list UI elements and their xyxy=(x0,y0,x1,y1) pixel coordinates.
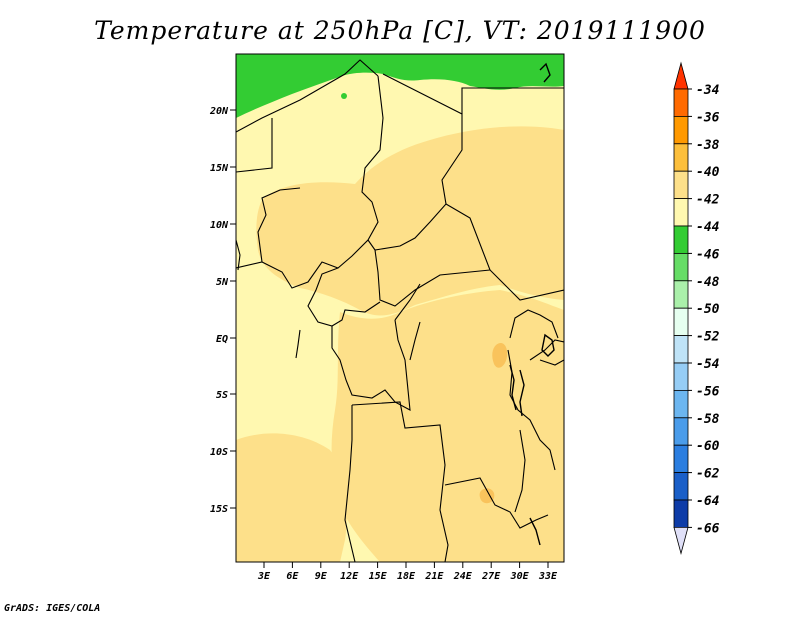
colorbar-label: -46 xyxy=(696,247,720,262)
lat-label: 5S xyxy=(216,390,228,401)
cold-patch-small xyxy=(341,93,347,99)
colorbar-segment xyxy=(673,499,689,528)
lon-label: 3E xyxy=(257,571,271,582)
colorbar-label: -64 xyxy=(696,494,720,509)
colorbar-label: -62 xyxy=(696,467,720,482)
colorbar-label: -58 xyxy=(696,412,720,427)
colorbar-label: -34 xyxy=(696,83,720,98)
colorbar-label: -66 xyxy=(696,521,720,536)
warm-patch-east-1 xyxy=(492,343,508,368)
colorbar-label: -40 xyxy=(696,165,720,180)
warm-patch-east-2 xyxy=(479,488,495,504)
colorbar-label: -44 xyxy=(696,220,720,235)
lon-label: 6E xyxy=(286,571,299,582)
lon-label: 33E xyxy=(538,571,558,582)
colorbar-segment xyxy=(673,170,689,199)
colorbar-segment xyxy=(673,198,689,227)
lat-label: 10S xyxy=(210,447,228,458)
lat-label: 10N xyxy=(210,220,229,231)
lon-label: 15E xyxy=(369,571,388,582)
colorbar-segment xyxy=(673,444,689,474)
lon-label: 9E xyxy=(315,571,328,582)
colorbar-label: -54 xyxy=(696,357,720,372)
chart-title: Temperature at 250hPa [C], VT: 201911190… xyxy=(94,16,706,45)
colorbar-label: -60 xyxy=(696,439,720,454)
colorbar-arrow-bottom xyxy=(673,527,689,555)
lon-label: 18E xyxy=(397,571,416,582)
lat-label: 15S xyxy=(210,504,228,515)
colorbar-segment xyxy=(673,362,689,391)
lat-label: 5N xyxy=(216,277,229,288)
colorbar-label: -56 xyxy=(696,384,720,399)
warm-region-north-central xyxy=(256,126,564,316)
colorbar-segment xyxy=(673,280,689,309)
colorbar-label: -52 xyxy=(696,330,720,345)
colorbar-segment xyxy=(673,225,689,254)
colorbar-label: -48 xyxy=(696,275,720,290)
colorbar-label: -36 xyxy=(696,110,720,125)
colorbar-segment xyxy=(673,88,689,117)
lat-label: 15N xyxy=(210,163,229,174)
latitude-axis: 20N 15N 10N 5N EQ 5S 10S 15S xyxy=(209,106,236,515)
map-frame xyxy=(235,53,565,563)
colorbar-segment xyxy=(673,389,689,419)
colorbar-segment xyxy=(673,143,689,172)
lon-label: 21E xyxy=(424,571,444,582)
lon-label: 30E xyxy=(510,571,530,582)
country-borders xyxy=(236,59,564,562)
warm-region-central xyxy=(331,290,564,562)
colorbar-segment xyxy=(673,307,689,337)
colorbar-segment xyxy=(673,472,689,501)
lat-label: 20N xyxy=(209,106,229,117)
colorbar-segment xyxy=(673,116,689,145)
lon-label: 27E xyxy=(481,571,501,582)
lon-label: 12E xyxy=(340,571,359,582)
colorbar-label: -42 xyxy=(696,193,720,208)
lakes-coastlines xyxy=(509,62,555,546)
lat-label: EQ xyxy=(216,334,228,345)
colorbar-label: -50 xyxy=(696,302,720,317)
colorbar-label: -38 xyxy=(696,138,720,153)
cold-band-north xyxy=(236,54,564,118)
colorbar-segment xyxy=(673,335,689,364)
lon-label: 24E xyxy=(453,571,473,582)
colorbar-segment xyxy=(673,252,689,282)
grads-credit: GrADS: IGES/COLA xyxy=(4,603,101,614)
warm-region-southwest xyxy=(236,433,347,562)
colorbar-segment xyxy=(673,417,689,446)
longitude-axis: 3E 6E 9E 12E 15E 18E 21E 24E 27E 30E 33E xyxy=(257,562,558,582)
colorbar-legend: -34 -36 -38 -40 -42 -44 -46 -48 -50 -52 -54 -56 -58 -… xyxy=(673,61,720,555)
colorbar-arrow-top xyxy=(673,61,689,90)
